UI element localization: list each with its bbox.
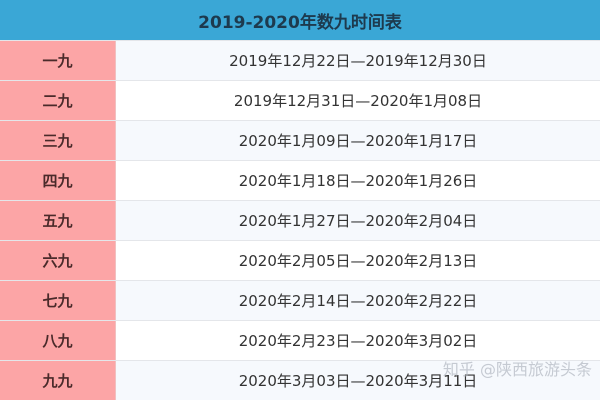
table-row: 四九 2020年1月18日—2020年1月26日 [0,160,600,200]
table-row: 三九 2020年1月09日—2020年1月17日 [0,120,600,160]
date-range: 2019年12月22日—2019年12月30日 [116,41,600,80]
table-row: 九九 2020年3月03日—2020年3月11日 [0,360,600,400]
period-name: 九九 [0,361,116,400]
date-range: 2020年1月09日—2020年1月17日 [116,121,600,160]
date-range: 2020年2月14日—2020年2月22日 [116,281,600,320]
period-name: 六九 [0,241,116,280]
date-range: 2020年2月23日—2020年3月02日 [116,321,600,360]
period-name: 三九 [0,121,116,160]
period-name: 四九 [0,161,116,200]
date-range: 2020年1月27日—2020年2月04日 [116,201,600,240]
date-range: 2020年1月18日—2020年1月26日 [116,161,600,200]
table-row: 八九 2020年2月23日—2020年3月02日 [0,320,600,360]
watermark: 知乎 @陕西旅游头条 [442,360,592,379]
table-row: 七九 2020年2月14日—2020年2月22日 [0,280,600,320]
period-name: 七九 [0,281,116,320]
date-range: 2020年3月03日—2020年3月11日 [116,361,600,400]
table-row: 五九 2020年1月27日—2020年2月04日 [0,200,600,240]
table-row: 二九 2019年12月31日—2020年1月08日 [0,80,600,120]
table-row: 一九 2019年12月22日—2019年12月30日 [0,40,600,80]
table-title: 2019-2020年数九时间表 [0,0,600,40]
period-name: 八九 [0,321,116,360]
period-name: 二九 [0,81,116,120]
date-range: 2019年12月31日—2020年1月08日 [116,81,600,120]
table-row: 六九 2020年2月05日—2020年2月13日 [0,240,600,280]
date-range: 2020年2月05日—2020年2月13日 [116,241,600,280]
period-name: 五九 [0,201,116,240]
period-name: 一九 [0,41,116,80]
schedule-table: 一九 2019年12月22日—2019年12月30日 二九 2019年12月31日—2… [0,40,600,400]
